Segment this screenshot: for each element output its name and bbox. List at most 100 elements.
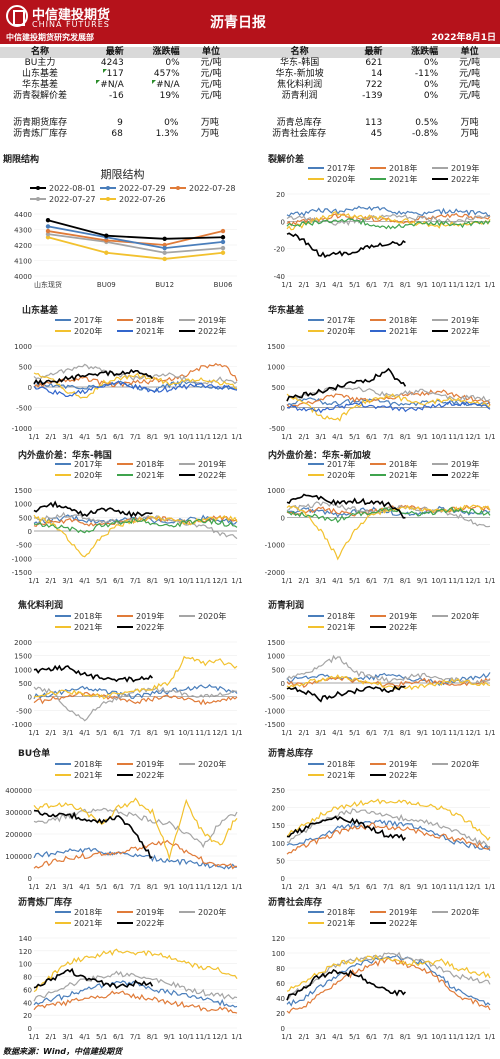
- x-tick-label: 12/1: [212, 729, 228, 737]
- x-tick-label: 1/1: [484, 729, 495, 737]
- table-cell: 沥青社会库存: [272, 129, 327, 139]
- table-row: 沥青炼厂库存 68 1.3% 万吨 沥青社会库存 45 -0.8% 万吨: [0, 129, 500, 140]
- series-line: [286, 397, 491, 407]
- y-tick-label: 500: [19, 364, 32, 372]
- department-name: 中信建投期货研究发展部: [6, 33, 94, 42]
- legend-label: 2018年: [327, 907, 355, 917]
- table-cell: -0.8%: [411, 129, 439, 139]
- x-tick-label: 8/1: [400, 577, 411, 585]
- table-cell: 沥青总库存: [276, 118, 322, 128]
- y-tick-label: 0: [28, 694, 32, 702]
- company-name-cn: 中信建投期货: [32, 8, 111, 23]
- legend-label: 2022-07-28: [189, 184, 236, 193]
- y-tick-label: 1000: [267, 487, 285, 495]
- x-tick-label: 2/1: [45, 577, 56, 585]
- series-line: [286, 501, 491, 528]
- y-tick-label: -1000: [265, 542, 285, 550]
- series-line: [286, 493, 406, 519]
- legend-label: 2020年: [451, 907, 479, 917]
- x-tick-label: 2/1: [298, 577, 309, 585]
- chart-refinery-inventory: 2018年 2019年 2020年 2021年 2022年 0 20 40 60 80 100 120…: [19, 907, 243, 1041]
- table-cell: 元/吨: [459, 58, 481, 68]
- x-tick-label: 9/1: [417, 883, 428, 891]
- col-header: 名称: [30, 47, 49, 57]
- legend-label: 2020年: [198, 611, 226, 621]
- x-tick-label: 12/1: [212, 883, 228, 891]
- legend-label: 2019年: [389, 759, 417, 769]
- table-cell: #N/A: [125, 80, 181, 91]
- legend-label: 2018年: [74, 759, 102, 769]
- series-line: [33, 664, 153, 683]
- col-header: 涨跌幅: [411, 47, 439, 57]
- x-tick-label: 3/1: [62, 1033, 73, 1041]
- series-line: [33, 372, 238, 399]
- legend-label: 2021年: [389, 326, 417, 336]
- table-cell: -139: [362, 91, 383, 101]
- x-tick-label: 1/1: [281, 729, 292, 737]
- series-line: [286, 367, 407, 402]
- y-tick-label: 20: [276, 1010, 285, 1018]
- x-tick-label: 4/1: [79, 433, 90, 441]
- table-cell: 华东-韩国: [280, 58, 320, 68]
- x-tick-label: 2/1: [298, 433, 309, 441]
- table-cell: 元/吨: [200, 69, 222, 79]
- x-tick-label: 1/1: [28, 1033, 39, 1041]
- series-line: [47, 219, 224, 240]
- y-tick-label: 0: [28, 1025, 32, 1033]
- series-line: [33, 797, 238, 861]
- x-tick-label: 5/1: [96, 577, 107, 585]
- series-line: [286, 210, 491, 231]
- x-tick-label: 1/1: [28, 433, 39, 441]
- series-line: [33, 839, 238, 870]
- y-tick-label: -500: [16, 542, 32, 550]
- inventory-table: 沥青期货库存 9 0% 万吨 沥青总库存 113 0.5% 万吨 沥青炼厂库存 68 1.3% 万吨沥…: [0, 118, 500, 140]
- legend-label: 2020年: [327, 326, 355, 336]
- legend-label: 2020年: [451, 759, 479, 769]
- series-line: [33, 686, 238, 722]
- col-header: 最新: [364, 47, 383, 57]
- series-line: [286, 389, 491, 408]
- x-tick-label: 4/1: [79, 729, 90, 737]
- series-line: [286, 674, 491, 691]
- x-tick-label: 5/1: [96, 1033, 107, 1041]
- section-title: 焦化料利润: [18, 601, 64, 611]
- x-tick-label: 1/1: [484, 1033, 495, 1041]
- legend-label: 2019年: [136, 907, 164, 917]
- x-tick-label: 5/1: [349, 883, 360, 891]
- table-cell: 华东-新加坡: [275, 69, 324, 79]
- y-tick-label: 1000: [14, 501, 32, 509]
- y-tick-label: -1500: [12, 569, 32, 577]
- x-tick-label: 5/1: [96, 729, 107, 737]
- legend-label: 2020年: [198, 907, 226, 917]
- table-cell: 19%: [159, 91, 180, 101]
- table-cell: 元/吨: [459, 69, 481, 79]
- x-tick-label: 8/1: [400, 281, 411, 289]
- y-tick-label: 200000: [5, 831, 32, 839]
- x-tick-label: 6/1: [366, 433, 377, 441]
- x-tick-label: 9/1: [417, 433, 428, 441]
- x-tick-label: 4/1: [79, 883, 90, 891]
- table-cell: 9: [117, 118, 123, 128]
- legend-marker: [176, 186, 180, 190]
- x-tick-label: 10/1: [431, 433, 447, 441]
- x-tick-label: 5/1: [349, 433, 360, 441]
- x-tick-label: 5/1: [349, 281, 360, 289]
- x-tick-label: 12/1: [465, 1033, 481, 1041]
- table-cell: 113: [365, 118, 383, 128]
- x-tick-label: 4/1: [332, 883, 343, 891]
- y-tick-label: 80: [23, 974, 32, 982]
- legend-label: 2021年: [74, 622, 102, 632]
- legend-label: 2021年: [389, 174, 417, 184]
- chart-spread-singapore: 2017年 2018年 2019年 2020年 2021年 2022年 -2000 -1000…: [265, 459, 496, 585]
- table-cell: 华东基差: [21, 80, 58, 90]
- x-tick-label: 1/1: [281, 281, 292, 289]
- data-point: [220, 235, 226, 240]
- x-tick-label: 3/1: [315, 433, 326, 441]
- chart-term-structure: 2022-08-01 2022-07-29 2022-07-28 2022-07-27…: [14, 167, 237, 289]
- x-tick-label: 8/1: [147, 1033, 158, 1041]
- cell-flag-icon: [152, 80, 157, 84]
- x-tick-label: 9/1: [164, 577, 175, 585]
- x-tick-label: 9/1: [417, 1033, 428, 1041]
- y-tick-label: 200: [272, 805, 285, 813]
- table-cell: 0%: [423, 80, 439, 90]
